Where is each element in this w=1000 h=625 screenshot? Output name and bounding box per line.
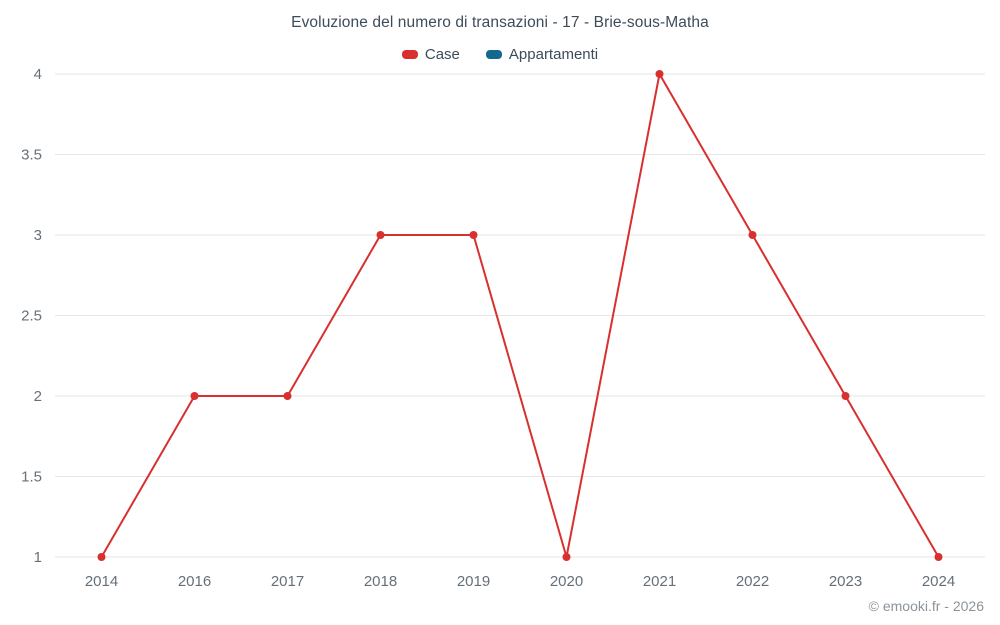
x-tick-label: 2021 <box>643 573 676 590</box>
y-tick-label: 4 <box>34 66 42 83</box>
x-tick-label: 2023 <box>829 573 862 590</box>
case-data-point[interactable] <box>748 231 757 239</box>
x-tick-label: 2017 <box>271 573 304 590</box>
case-data-point[interactable] <box>562 553 571 561</box>
y-tick-label: 2.5 <box>21 308 42 325</box>
chart-legend: Case Appartamenti <box>0 46 1000 63</box>
x-tick-label: 2019 <box>457 573 490 590</box>
case-data-point[interactable] <box>934 553 943 561</box>
legend-label-case: Case <box>424 46 460 63</box>
appartamenti-legend-marker-icon <box>485 50 502 59</box>
x-tick-label: 2018 <box>364 573 397 590</box>
case-data-point[interactable] <box>376 231 385 239</box>
case-data-point[interactable] <box>655 70 664 78</box>
y-tick-label: 2 <box>34 388 42 405</box>
legend-item-case[interactable]: Case <box>401 46 460 63</box>
x-tick-label: 2014 <box>85 573 118 590</box>
legend-label-appartamenti: Appartamenti <box>508 46 599 63</box>
x-tick-label: 2022 <box>736 573 769 590</box>
y-tick-label: 3 <box>34 227 42 244</box>
legend-item-appartamenti[interactable]: Appartamenti <box>485 46 599 63</box>
x-tick-label: 2020 <box>550 573 583 590</box>
case-line <box>100 73 940 558</box>
y-tick-label: 1.5 <box>21 469 42 486</box>
case-data-point[interactable] <box>190 392 199 400</box>
x-tick-label: 2024 <box>922 573 955 590</box>
case-data-point[interactable] <box>841 392 850 400</box>
x-tick-label: 2016 <box>178 573 211 590</box>
chart-title: Evoluzione del numero di transazioni - 1… <box>291 14 709 31</box>
y-tick-label: 1 <box>34 549 42 566</box>
case-data-point[interactable] <box>469 231 478 239</box>
case-legend-marker-icon <box>401 50 418 59</box>
case-data-point[interactable] <box>283 392 292 400</box>
case-data-point[interactable] <box>97 553 106 561</box>
copyright-text: © emooki.fr - 2026 <box>868 598 984 614</box>
y-tick-label: 3.5 <box>21 147 42 164</box>
